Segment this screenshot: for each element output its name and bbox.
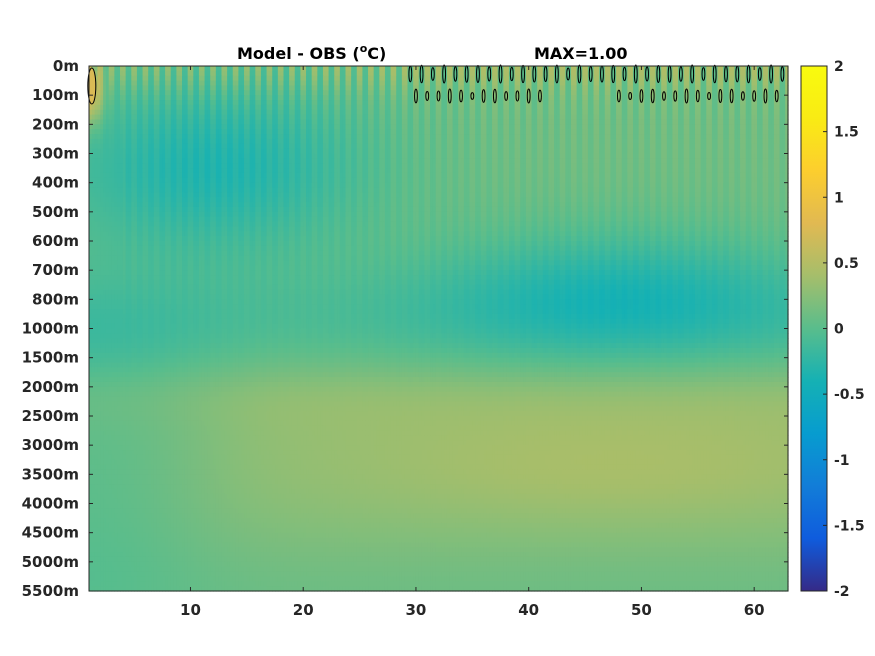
heatmap-field	[89, 66, 789, 592]
